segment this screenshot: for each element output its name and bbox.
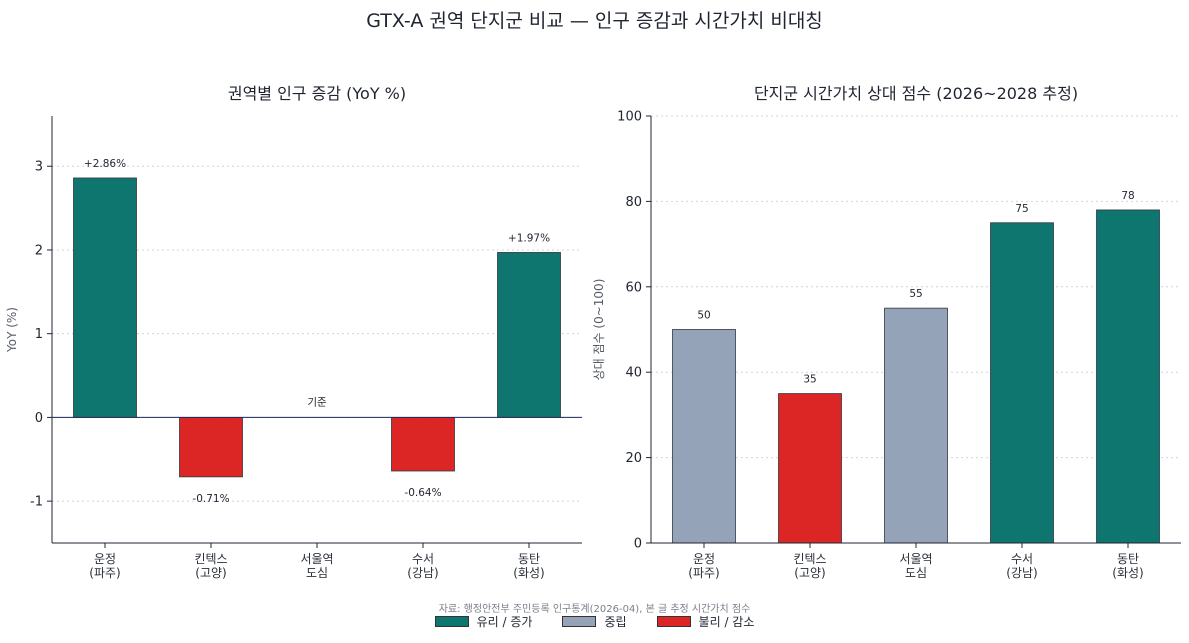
score-y-axis-label: 상대 점수 (0~100) <box>592 279 606 381</box>
yoy-xtick-label: 동탄 <box>518 552 540 566</box>
legend-item-unfavorable: 불리 / 감소 <box>656 613 755 630</box>
yoy-data-label: 기준 <box>307 396 327 408</box>
score-data-label: 75 <box>1015 203 1028 215</box>
yoy-data-label: +1.97% <box>508 232 550 244</box>
score-bar <box>1096 209 1160 544</box>
yoy-xtick-label: 운정 <box>94 552 116 566</box>
score-ytick-label: 60 <box>625 280 642 295</box>
yoy-ytick-label: 2 <box>35 243 43 258</box>
score-xtick-label: (파주) <box>688 566 719 580</box>
score-data-label: 50 <box>697 310 710 322</box>
yoy-bar <box>497 252 561 418</box>
legend-swatch-favorable <box>434 616 469 627</box>
score-xtick-label: (강남) <box>1006 566 1037 580</box>
yoy-ytick-label: 1 <box>35 327 43 342</box>
yoy-xtick-label: (강남) <box>407 566 438 580</box>
yoy-bar <box>179 417 243 478</box>
yoy-xtick-label: (화성) <box>513 566 544 580</box>
score-xtick-label: (고양) <box>794 566 825 580</box>
score-bar <box>778 393 842 544</box>
yoy-xtick-label: (고양) <box>195 566 226 580</box>
score-ytick-label: 40 <box>625 366 642 381</box>
score-xtick-label: 수서 <box>1011 552 1033 566</box>
yoy-ytick-label: 3 <box>35 160 43 175</box>
charts-canvas: 권역별 인구 증감 (YoY %) -1 0 1 2 3 YoY (%) +2.86% -0.7… <box>5 84 1181 580</box>
yoy-ytick-label: -1 <box>30 495 43 510</box>
yoy-xtick-label: (파주) <box>89 566 120 580</box>
yoy-ytick-label: 0 <box>35 411 43 426</box>
score-ytick-label: 0 <box>634 537 642 552</box>
yoy-bar <box>391 417 455 472</box>
figure-title: GTX-A 권역 단지군 비교 — 인구 증감과 시간가치 비대칭 <box>366 10 823 32</box>
score-xtick-label: 운정 <box>693 552 715 566</box>
score-data-label: 35 <box>803 374 816 386</box>
score-xtick-label: 킨텍스 <box>793 552 826 566</box>
legend-item-neutral: 중립 <box>562 613 627 630</box>
yoy-chart-title: 권역별 인구 증감 (YoY %) <box>228 84 406 103</box>
yoy-xtick-label: 킨텍스 <box>194 552 227 566</box>
yoy-xtick-label: 수서 <box>412 552 434 566</box>
score-chart-title: 단지군 시간가치 상대 점수 (2026~2028 추정) <box>754 84 1078 103</box>
score-ytick-label: 80 <box>625 195 642 210</box>
legend-label-unfavorable: 불리 / 감소 <box>698 615 755 629</box>
score-ytick-label: 20 <box>625 451 642 466</box>
score-xtick-label: (화성) <box>1112 566 1143 580</box>
yoy-xtick-label: 도심 <box>306 566 328 580</box>
score-bar <box>672 329 736 544</box>
yoy-data-label: -0.64% <box>404 487 441 499</box>
yoy-y-axis-label: YoY (%) <box>5 307 19 353</box>
score-data-label: 78 <box>1121 190 1134 202</box>
score-ytick-label: 100 <box>617 110 642 125</box>
yoy-bar <box>73 177 137 418</box>
source-note: 자료: 행정안전부 주민등록 인구통계(2026-04), 본 글 추정 시간가… <box>438 604 751 615</box>
score-xtick-label: 도심 <box>905 566 927 580</box>
legend-label-favorable: 유리 / 증가 <box>476 615 533 629</box>
legend-swatch-neutral <box>562 616 597 627</box>
legend-label-neutral: 중립 <box>604 615 627 629</box>
score-data-label: 55 <box>909 288 922 300</box>
legend: 유리 / 증가 중립 불리 / 감소 <box>0 613 1189 630</box>
score-xtick-label: 동탄 <box>1117 552 1139 566</box>
legend-swatch-unfavorable <box>656 616 691 627</box>
yoy-data-label: +2.86% <box>84 158 126 170</box>
score-xtick-label: 서울역 <box>899 552 932 566</box>
score-bar <box>884 307 948 544</box>
yoy-data-label: -0.71% <box>192 493 229 505</box>
legend-item-favorable: 유리 / 증가 <box>434 613 533 630</box>
score-bar <box>990 222 1054 544</box>
yoy-xtick-label: 서울역 <box>300 552 333 566</box>
